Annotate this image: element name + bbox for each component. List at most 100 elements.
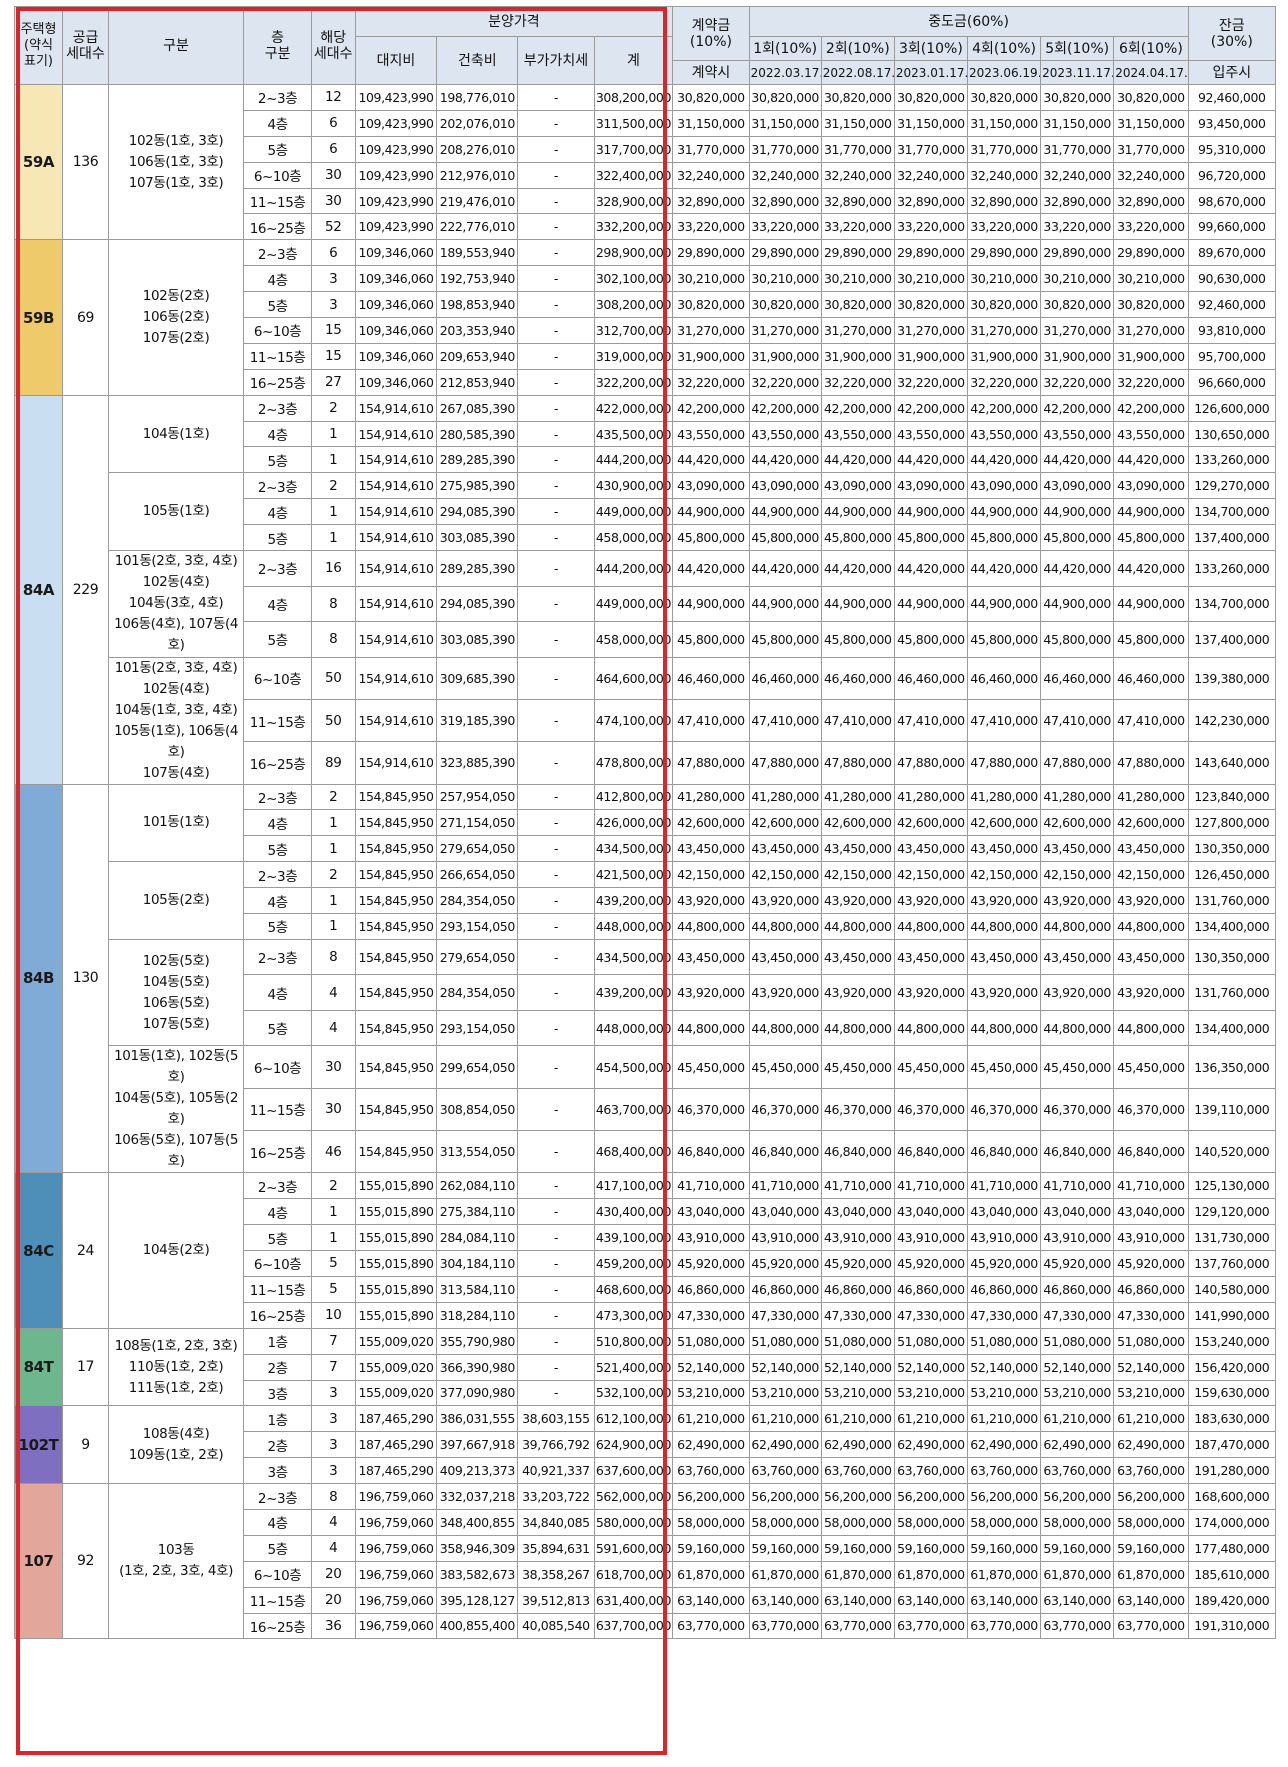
amount-cell: 468,600,000 <box>593 1275 674 1303</box>
units-cell: 1 <box>310 524 356 552</box>
amount-cell: - <box>517 1087 595 1132</box>
amount-cell: - <box>517 887 595 914</box>
amount-cell: 43,090,000 <box>1113 472 1189 500</box>
amount-cell: 93,810,000 <box>1187 317 1277 344</box>
amount-cell: 174,000,000 <box>1187 1508 1277 1536</box>
amount-cell: 322,200,000 <box>593 368 674 396</box>
amount-cell: - <box>517 472 595 500</box>
amount-cell: 43,920,000 <box>1113 887 1189 914</box>
group-cell: 102동(5호) 104동(5호) 106동(5호) 107동(5호) <box>107 938 245 1047</box>
amount-cell: 59,160,000 <box>748 1534 822 1562</box>
amount-cell: 89,670,000 <box>1187 239 1277 267</box>
amount-cell: 43,040,000 <box>672 1198 750 1226</box>
header-total: 계 <box>593 36 674 85</box>
amount-cell: 43,910,000 <box>966 1224 1042 1252</box>
amount-cell: 293,154,050 <box>436 1009 519 1047</box>
amount-cell: - <box>517 1327 595 1355</box>
amount-cell: 46,860,000 <box>966 1275 1042 1303</box>
amount-cell: 444,200,000 <box>593 446 674 474</box>
floor-cell: 4층 <box>243 109 312 137</box>
amount-cell: 439,100,000 <box>593 1224 674 1252</box>
amount-cell: 44,900,000 <box>1113 585 1189 623</box>
amount-cell: 44,420,000 <box>1113 446 1189 474</box>
amount-cell: 51,080,000 <box>893 1327 968 1355</box>
floor-cell: 11~15층 <box>243 1275 312 1303</box>
amount-cell: 319,000,000 <box>593 342 674 370</box>
amount-cell: 304,184,110 <box>436 1250 519 1277</box>
floor-cell: 4층 <box>243 265 312 293</box>
amount-cell: 63,770,000 <box>820 1612 895 1640</box>
amount-cell: 298,900,000 <box>593 239 674 267</box>
amount-cell: 386,031,555 <box>436 1405 519 1433</box>
amount-cell: 126,450,000 <box>1187 861 1277 889</box>
amount-cell: 52,140,000 <box>893 1353 968 1381</box>
amount-cell: - <box>517 698 595 743</box>
amount-cell: 43,450,000 <box>893 835 968 863</box>
amount-cell: 61,870,000 <box>672 1560 750 1588</box>
amount-cell: 46,860,000 <box>1040 1275 1115 1303</box>
amount-cell: 58,000,000 <box>820 1508 895 1536</box>
amount-cell: 95,700,000 <box>1187 342 1277 370</box>
amount-cell: 30,820,000 <box>1040 84 1115 111</box>
amount-cell: 42,200,000 <box>1113 394 1189 422</box>
amount-cell: 302,100,000 <box>593 265 674 293</box>
amount-cell: 45,920,000 <box>820 1250 895 1277</box>
amount-cell: 313,554,050 <box>436 1130 519 1174</box>
amount-cell: 31,270,000 <box>820 317 895 344</box>
units-cell: 12 <box>310 84 356 111</box>
amount-cell: 109,346,060 <box>354 342 438 370</box>
header-contract-sub: 계약시 <box>672 60 750 85</box>
amount-cell: 41,280,000 <box>1040 783 1115 811</box>
amount-cell: 58,000,000 <box>672 1508 750 1536</box>
floor-cell: 4층 <box>243 809 312 837</box>
table-row: 101동(2호, 3호, 4호) 102동(4호) 104동(3호, 4호) 1… <box>15 550 1277 658</box>
amount-cell: 62,490,000 <box>748 1431 822 1459</box>
amount-cell: 44,900,000 <box>893 498 968 526</box>
amount-cell: 43,040,000 <box>1040 1198 1115 1226</box>
amount-cell: 448,000,000 <box>593 1009 674 1047</box>
header-mid-date-1: 2022.03.17. <box>748 60 822 85</box>
floor-cell: 1층 <box>243 1327 312 1355</box>
amount-cell: - <box>517 912 595 940</box>
amount-cell: 275,384,110 <box>436 1198 519 1226</box>
amount-cell: - <box>517 135 595 163</box>
amount-cell: 63,760,000 <box>820 1457 895 1485</box>
amount-cell: 41,710,000 <box>672 1172 750 1200</box>
amount-cell: 209,653,940 <box>436 342 519 370</box>
amount-cell: 63,140,000 <box>966 1586 1042 1614</box>
amount-cell: 43,910,000 <box>820 1224 895 1252</box>
units-cell: 3 <box>310 265 356 293</box>
amount-cell: 279,654,050 <box>436 835 519 863</box>
amount-cell: - <box>517 394 595 422</box>
units-cell: 4 <box>310 974 356 1011</box>
amount-cell: 187,465,290 <box>354 1431 438 1459</box>
amount-cell: 42,150,000 <box>1113 861 1189 889</box>
units-cell: 2 <box>310 394 356 422</box>
amount-cell: 43,450,000 <box>893 938 968 976</box>
amount-cell: 32,240,000 <box>820 161 895 189</box>
amount-cell: 43,450,000 <box>966 938 1042 976</box>
amount-cell: 63,140,000 <box>748 1586 822 1614</box>
amount-cell: - <box>517 1172 595 1200</box>
units-cell: 6 <box>310 109 356 137</box>
amount-cell: 293,154,050 <box>436 912 519 940</box>
amount-cell: 322,400,000 <box>593 161 674 189</box>
amount-cell: 154,914,610 <box>354 446 438 474</box>
amount-cell: 31,770,000 <box>1113 135 1189 163</box>
amount-cell: 46,370,000 <box>966 1087 1042 1132</box>
amount-cell: 63,140,000 <box>672 1586 750 1614</box>
amount-cell: 308,854,050 <box>436 1087 519 1132</box>
units-cell: 20 <box>310 1586 356 1614</box>
amount-cell: 395,128,127 <box>436 1586 519 1614</box>
amount-cell: 59,160,000 <box>966 1534 1042 1562</box>
amount-cell: 31,150,000 <box>820 109 895 137</box>
floor-cell: 5층 <box>243 1224 312 1252</box>
amount-cell: 32,240,000 <box>966 161 1042 189</box>
amount-cell: - <box>517 291 595 319</box>
amount-cell: 43,090,000 <box>672 472 750 500</box>
amount-cell: 44,900,000 <box>893 585 968 623</box>
amount-cell: 43,450,000 <box>820 835 895 863</box>
amount-cell: 139,380,000 <box>1187 656 1277 700</box>
floor-cell: 11~15층 <box>243 342 312 370</box>
amount-cell: 42,600,000 <box>966 809 1042 837</box>
